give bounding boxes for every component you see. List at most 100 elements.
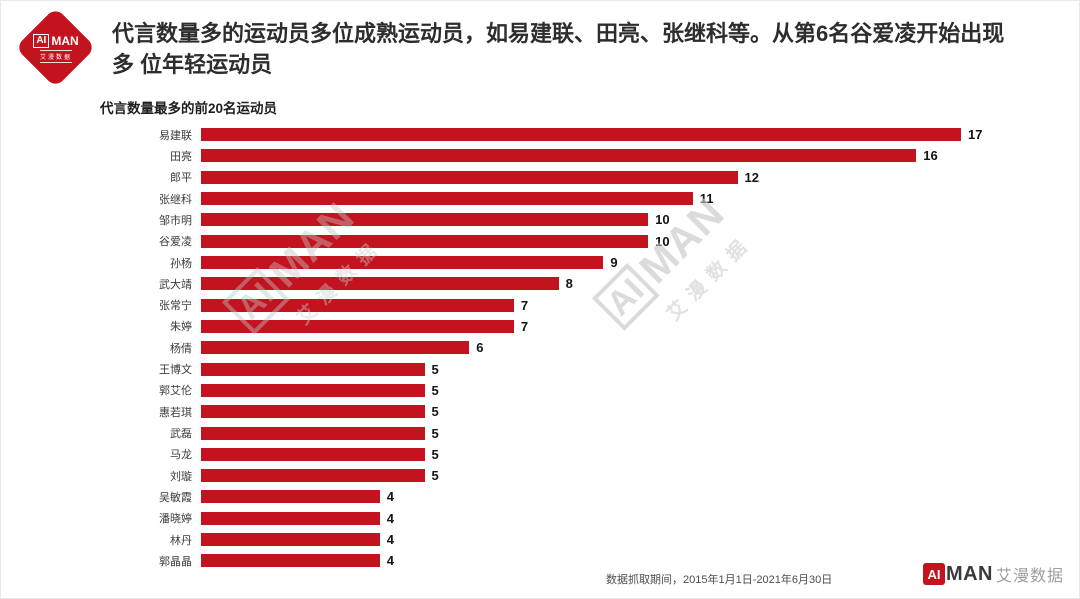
category-label: 张常宁 bbox=[159, 300, 192, 313]
table-row: 武磊 5 bbox=[100, 422, 1019, 443]
table-row: 谷爱凌 10 bbox=[100, 231, 1019, 252]
table-row: 郭晶晶 4 bbox=[100, 550, 1019, 571]
footer-brand-logo: AI MAN 艾漫数据 bbox=[922, 562, 1064, 586]
bar-track: 10 bbox=[201, 233, 1019, 249]
value-label: 6 bbox=[476, 340, 484, 356]
category-label: 惠若琪 bbox=[159, 406, 192, 419]
category-label: 武大靖 bbox=[159, 278, 192, 291]
bar bbox=[201, 256, 604, 270]
category-label: 武磊 bbox=[170, 428, 192, 441]
category-label: 田亮 bbox=[170, 150, 192, 163]
value-label: 5 bbox=[431, 404, 439, 420]
category-label: 吴敏霞 bbox=[159, 491, 192, 504]
bar-track: 16 bbox=[201, 148, 1019, 164]
value-label: 16 bbox=[923, 148, 938, 164]
bar bbox=[201, 149, 917, 163]
footer-brand-man-label: MAN bbox=[945, 562, 993, 585]
value-label: 7 bbox=[520, 297, 529, 313]
value-label: 5 bbox=[431, 425, 439, 441]
table-row: 郭艾伦 5 bbox=[100, 380, 1019, 401]
bar bbox=[201, 341, 470, 355]
brand-man-label: MAN bbox=[51, 33, 79, 48]
category-label: 郭艾伦 bbox=[159, 385, 192, 398]
bar-track: 11 bbox=[201, 191, 1019, 207]
brand-logo-wordmark: AI MAN bbox=[33, 33, 79, 48]
category-label: 杨倩 bbox=[170, 342, 192, 355]
page-title: 代言数量多的运动员多位成熟运动员，如易建联、田亮、张继科等。从第6名谷爱凌开始出… bbox=[112, 18, 1052, 80]
bar-track: 9 bbox=[201, 255, 1019, 271]
value-label: 4 bbox=[386, 489, 395, 505]
bar bbox=[201, 128, 961, 142]
bar-track: 7 bbox=[201, 318, 1019, 334]
value-label: 4 bbox=[386, 553, 395, 569]
table-row: 张常宁 7 bbox=[100, 295, 1019, 316]
value-label: 4 bbox=[386, 510, 395, 526]
table-row: 邹市明 10 bbox=[100, 209, 1019, 230]
bar-track: 17 bbox=[201, 127, 1019, 143]
value-label: 7 bbox=[520, 318, 529, 334]
bar bbox=[201, 554, 380, 568]
value-label: 8 bbox=[565, 276, 573, 292]
brand-ai-label: AI bbox=[33, 33, 50, 48]
bar bbox=[201, 533, 380, 547]
brand-logo-text: AI MAN 艾漫数据 bbox=[16, 8, 96, 88]
table-row: 马龙 5 bbox=[100, 444, 1019, 465]
category-label: 孙杨 bbox=[170, 257, 192, 270]
category-label: 林丹 bbox=[170, 534, 192, 547]
table-row: 朱婷 7 bbox=[100, 316, 1019, 337]
table-row: 潘晓婷 4 bbox=[100, 508, 1019, 529]
table-row: 郎平 12 bbox=[100, 167, 1019, 188]
bar bbox=[201, 298, 514, 312]
table-row: 杨倩 6 bbox=[100, 337, 1019, 358]
bar bbox=[201, 383, 425, 397]
category-label: 刘璇 bbox=[170, 470, 192, 483]
category-label: 朱婷 bbox=[170, 321, 192, 334]
footer-brand-ai-badge: AI bbox=[922, 563, 945, 585]
value-label: 5 bbox=[431, 361, 439, 377]
bar-track: 6 bbox=[201, 340, 1019, 356]
value-label: 12 bbox=[744, 169, 759, 185]
bar-track: 5 bbox=[201, 468, 1019, 484]
table-row: 惠若琪 5 bbox=[100, 401, 1019, 422]
bar bbox=[201, 447, 425, 461]
bar-track: 4 bbox=[201, 489, 1019, 505]
bar-track: 12 bbox=[201, 169, 1019, 185]
category-label: 张继科 bbox=[159, 193, 192, 206]
value-label: 10 bbox=[655, 233, 670, 249]
value-label: 5 bbox=[431, 468, 439, 484]
bar-track: 7 bbox=[201, 297, 1019, 313]
page-title-line1: 代言数量多的运动员多位成熟运动员，如易建联、田亮、张继科等。从第6名谷爱凌开始出… bbox=[112, 21, 1005, 46]
bar-rows: 易建联 17 田亮 16 郎平 12 张继科 11 邹市明 10 谷爱凌 10 孙杨 9 武大靖 8 张常宁 7 朱… bbox=[100, 124, 1019, 572]
bar-track: 10 bbox=[201, 213, 1019, 227]
category-label: 邹市明 bbox=[159, 214, 192, 227]
value-label: 11 bbox=[699, 191, 714, 207]
data-period-note: 数据抓取期间，2015年1月1日-2021年6月30日 bbox=[606, 574, 833, 586]
value-label: 9 bbox=[610, 255, 618, 271]
bar bbox=[201, 213, 649, 227]
bar-track: 5 bbox=[201, 446, 1019, 462]
bar bbox=[201, 234, 649, 248]
brand-logo: AI MAN 艾漫数据 bbox=[15, 7, 96, 88]
bar bbox=[201, 319, 514, 333]
table-row: 吴敏霞 4 bbox=[100, 486, 1019, 507]
value-label: 5 bbox=[431, 446, 439, 462]
value-label: 4 bbox=[386, 532, 395, 548]
category-label: 潘晓婷 bbox=[159, 513, 192, 526]
bar-track: 5 bbox=[201, 404, 1019, 420]
bar-track: 4 bbox=[201, 532, 1019, 548]
bar bbox=[201, 362, 425, 376]
table-row: 林丹 4 bbox=[100, 529, 1019, 550]
table-row: 易建联 17 bbox=[100, 124, 1019, 145]
bar-track: 4 bbox=[201, 510, 1019, 526]
brand-subtext: 艾漫数据 bbox=[39, 49, 72, 63]
bar-track: 8 bbox=[201, 276, 1019, 292]
bar bbox=[201, 405, 425, 419]
value-label: 17 bbox=[968, 127, 983, 143]
category-label: 马龙 bbox=[170, 449, 192, 462]
category-label: 易建联 bbox=[159, 129, 192, 142]
bar-chart: 易建联 17 田亮 16 郎平 12 张继科 11 邹市明 10 谷爱凌 10 孙杨 9 武大靖 8 张常宁 7 朱… bbox=[100, 124, 1019, 572]
footer-brand-subtext: 艾漫数据 bbox=[995, 568, 1064, 585]
bar bbox=[201, 469, 425, 483]
bar-track: 5 bbox=[201, 425, 1019, 441]
